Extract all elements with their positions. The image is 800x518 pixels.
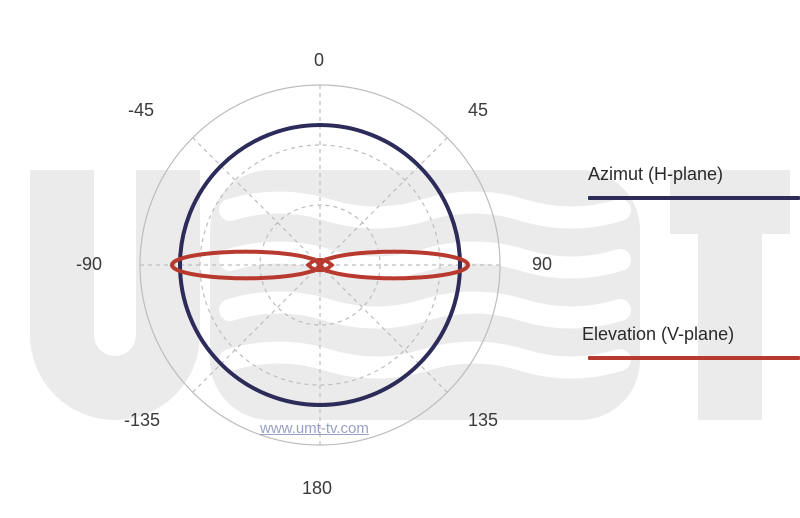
legend-swatch-elevation xyxy=(588,356,800,360)
angle-tick-label: -45 xyxy=(128,100,154,121)
angle-tick-label: 180 xyxy=(302,478,332,499)
legend-swatch-azimut xyxy=(588,196,800,200)
angle-tick-label: -90 xyxy=(76,254,102,275)
angle-tick-label: 0 xyxy=(314,50,324,71)
angle-tick-label: 45 xyxy=(468,100,488,121)
legend-label-azimut: Azimut (H-plane) xyxy=(588,164,723,185)
polar-chart xyxy=(0,0,800,518)
source-url[interactable]: www.umt-tv.com xyxy=(260,420,369,437)
angle-tick-label: -135 xyxy=(124,410,160,431)
angle-tick-label: 90 xyxy=(532,254,552,275)
chart-container: www.umt-tv.com 0 45 90 135 180 -135 -90 -45 Azim… xyxy=(0,0,800,518)
legend-label-elevation: Elevation (V-plane) xyxy=(582,324,734,345)
angle-tick-label: 135 xyxy=(468,410,498,431)
